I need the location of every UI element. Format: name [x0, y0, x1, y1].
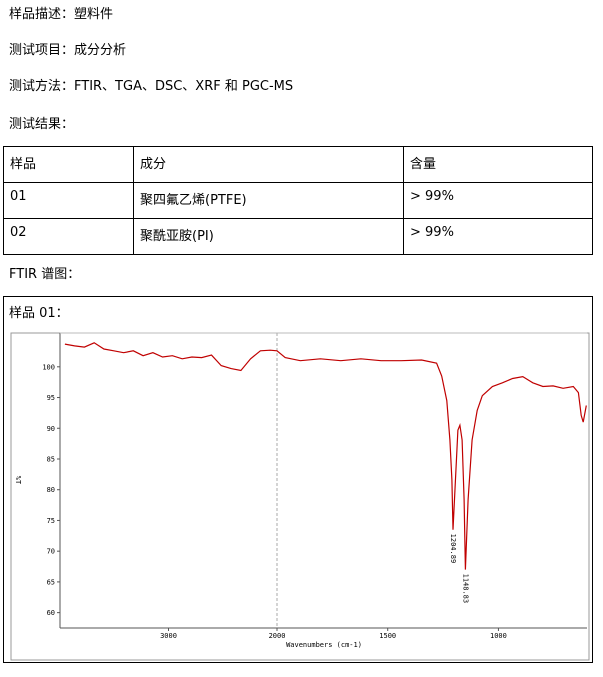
y-tick-label: 85	[47, 455, 55, 463]
x-axis-label: Wavenumbers (cm-1)	[286, 641, 362, 649]
cell: 聚酰亚胺(PI)	[133, 218, 404, 255]
header-cell: 成分	[133, 146, 404, 183]
cell: > 99%	[403, 218, 593, 255]
y-tick-label: 80	[47, 486, 55, 494]
y-tick-label: 95	[47, 394, 55, 402]
ftir-heading: FTIR 谱图：	[9, 267, 81, 282]
x-tick-label: 1000	[490, 632, 507, 640]
x-tick-label: 3000	[160, 632, 177, 640]
chart-box	[3, 296, 593, 663]
results-table: 样品 成分 含量 01 聚四氟乙烯(PTFE) > 99% 02 聚酰亚胺(PI) > 99…	[3, 146, 593, 255]
line: 测试项目：成分分析	[9, 43, 127, 58]
line: 测试方法：FTIR、TGA、DSC、XRF 和 PGC-MS	[9, 79, 294, 94]
peak-label: 1204.89	[449, 534, 457, 564]
y-tick-label: 100	[42, 363, 55, 371]
line: 样品描述：塑料件	[9, 7, 114, 22]
cell: 聚四氟乙烯(PTFE)	[133, 182, 404, 219]
spectrum-line	[64, 342, 587, 570]
chart-frame	[10, 332, 590, 661]
y-tick-label: 65	[47, 578, 55, 586]
line: 测试结果：	[9, 117, 75, 132]
x-tick-label: 2000	[269, 632, 286, 640]
cell: 02	[3, 218, 134, 255]
y-tick-label: 75	[47, 517, 55, 525]
y-tick-label: 90	[47, 425, 55, 433]
header-cell: 样品	[3, 146, 134, 183]
y-tick-label: 60	[47, 609, 55, 617]
x-tick-label: 1500	[379, 632, 396, 640]
y-axis-label: %T	[14, 476, 22, 485]
sample-label: 样品 01：	[9, 306, 69, 321]
y-tick-label: 70	[47, 548, 55, 556]
peak-label: 1148.83	[461, 574, 469, 604]
